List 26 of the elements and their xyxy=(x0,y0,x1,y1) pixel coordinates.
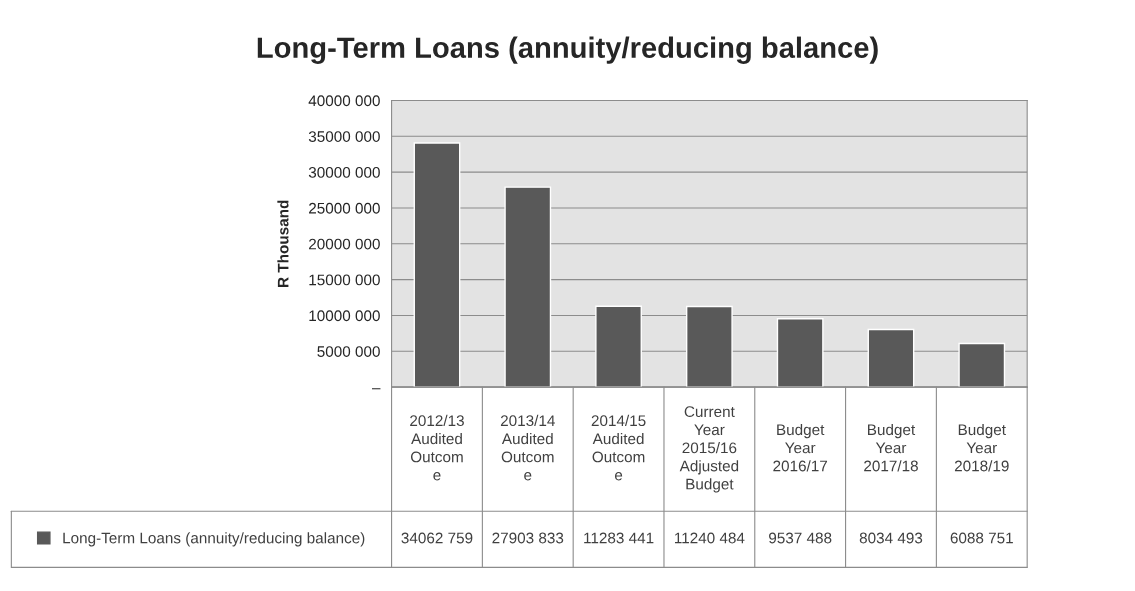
legend-label: Long-Term Loans (annuity/reducing balance) xyxy=(63,532,365,547)
data-label: 27903 833 xyxy=(492,532,564,544)
data-label: 34062 759 xyxy=(401,532,473,544)
y-tick-label: 30000 000 xyxy=(308,167,380,178)
y-tick-label: 15000 000 xyxy=(309,274,380,286)
data-label: 8034 493 xyxy=(859,532,923,544)
x-tick-label: Budget Year 2018/19 xyxy=(954,423,1009,472)
data-label: 11240 484 xyxy=(675,532,745,544)
x-tick-label: Budget Year 2017/18 xyxy=(864,423,918,472)
y-tick-label: 20000 000 xyxy=(309,238,380,250)
y-tick-label: 40000 000 xyxy=(308,95,380,107)
x-tick-label: 2013/14 Audited Outcom e xyxy=(500,414,555,481)
y-tick-label: 35000 000 xyxy=(308,131,380,142)
data-label: 9537 488 xyxy=(769,532,832,544)
chart-title: Long-Term Loans (annuity/reducing balance) xyxy=(257,36,878,64)
x-tick-label: 2014/15 Audited Outcom e xyxy=(591,414,646,481)
y-tick-label: 25000 000 xyxy=(309,202,380,214)
y-tick-label: 5000 000 xyxy=(317,346,380,357)
data-label: 11283 441 xyxy=(584,532,654,544)
x-tick-label: Current Year 2015/16 Adjusted Budget xyxy=(679,406,739,493)
y-tick-label: 10000 000 xyxy=(309,310,380,322)
y-axis-title: R Thousand xyxy=(277,200,289,287)
x-tick-label: Budget Year 2016/17 xyxy=(773,423,828,472)
data-label: 6088 751 xyxy=(950,532,1013,544)
x-tick-label: 2012/13 Audited Outcom e xyxy=(410,414,464,481)
y-tick-label: – xyxy=(371,388,381,390)
